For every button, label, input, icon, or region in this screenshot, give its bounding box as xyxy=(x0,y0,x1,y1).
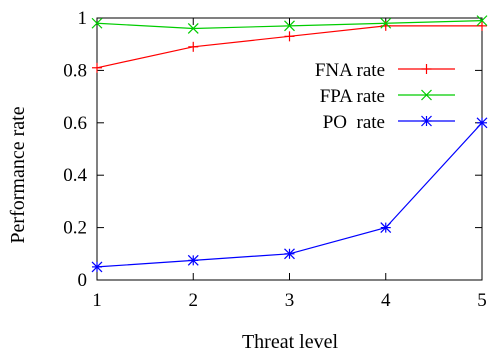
series-layer xyxy=(91,15,488,273)
plot-area xyxy=(96,17,483,281)
data-point xyxy=(284,248,295,260)
marker-stroke xyxy=(380,17,392,29)
legend-marker xyxy=(421,64,432,74)
series-line xyxy=(96,122,483,268)
legend: FNA rate FPA rate PO rate xyxy=(315,60,455,133)
data-point xyxy=(476,15,488,27)
marker-stroke xyxy=(187,23,199,34)
y-tick-label: 0.8 xyxy=(63,60,87,81)
x-tick-label: 2 xyxy=(189,290,199,311)
marker-stroke xyxy=(476,117,488,129)
x-tick-label: 5 xyxy=(477,290,487,311)
series-1 xyxy=(92,20,487,73)
series-3 xyxy=(91,117,488,273)
y-tick-label: 0.4 xyxy=(63,165,87,186)
y-tick-label: 0.6 xyxy=(63,113,87,134)
legend-marker xyxy=(421,89,432,101)
data-point xyxy=(477,20,487,31)
x-tick-label: 3 xyxy=(285,290,295,311)
marker-stroke xyxy=(421,115,432,127)
data-point xyxy=(476,117,488,129)
data-point xyxy=(380,20,391,31)
data-point xyxy=(380,222,392,234)
legend-marker xyxy=(421,115,432,127)
series-2 xyxy=(91,15,488,34)
marker-stroke xyxy=(284,248,295,260)
marker-stroke xyxy=(380,222,392,234)
data-point xyxy=(284,31,295,42)
data-point xyxy=(188,41,199,52)
marker-stroke xyxy=(187,254,199,266)
y-tick-label: 1 xyxy=(78,8,88,29)
x-axis-title: Threat level xyxy=(242,331,338,353)
x-tick-label: 4 xyxy=(381,290,391,311)
x-tick-label: 1 xyxy=(92,290,102,311)
y-axis-title: Performance rate xyxy=(7,106,29,243)
y-tick-label: 0 xyxy=(78,270,88,291)
legend-label: FPA rate xyxy=(320,86,385,107)
data-point xyxy=(91,17,103,29)
data-point xyxy=(91,261,103,273)
data-point xyxy=(284,20,295,32)
data-point xyxy=(380,17,392,29)
marker-stroke xyxy=(91,17,103,29)
plot-frame xyxy=(96,17,483,281)
data-point xyxy=(187,254,199,266)
legend-label: PO rate xyxy=(323,112,385,133)
marker-stroke xyxy=(284,20,295,32)
legend-label: FNA rate xyxy=(315,60,385,81)
x-axis-ticks: 1 2 3 4 5 xyxy=(92,18,487,311)
y-tick-label: 0.2 xyxy=(63,218,87,239)
data-point xyxy=(187,23,199,34)
marker-stroke xyxy=(91,261,103,273)
y-axis-ticks: 0 0.2 0.4 0.6 0.8 1 xyxy=(63,8,482,291)
marker-stroke xyxy=(421,89,432,101)
data-point xyxy=(92,62,102,73)
marker-stroke xyxy=(476,15,488,27)
